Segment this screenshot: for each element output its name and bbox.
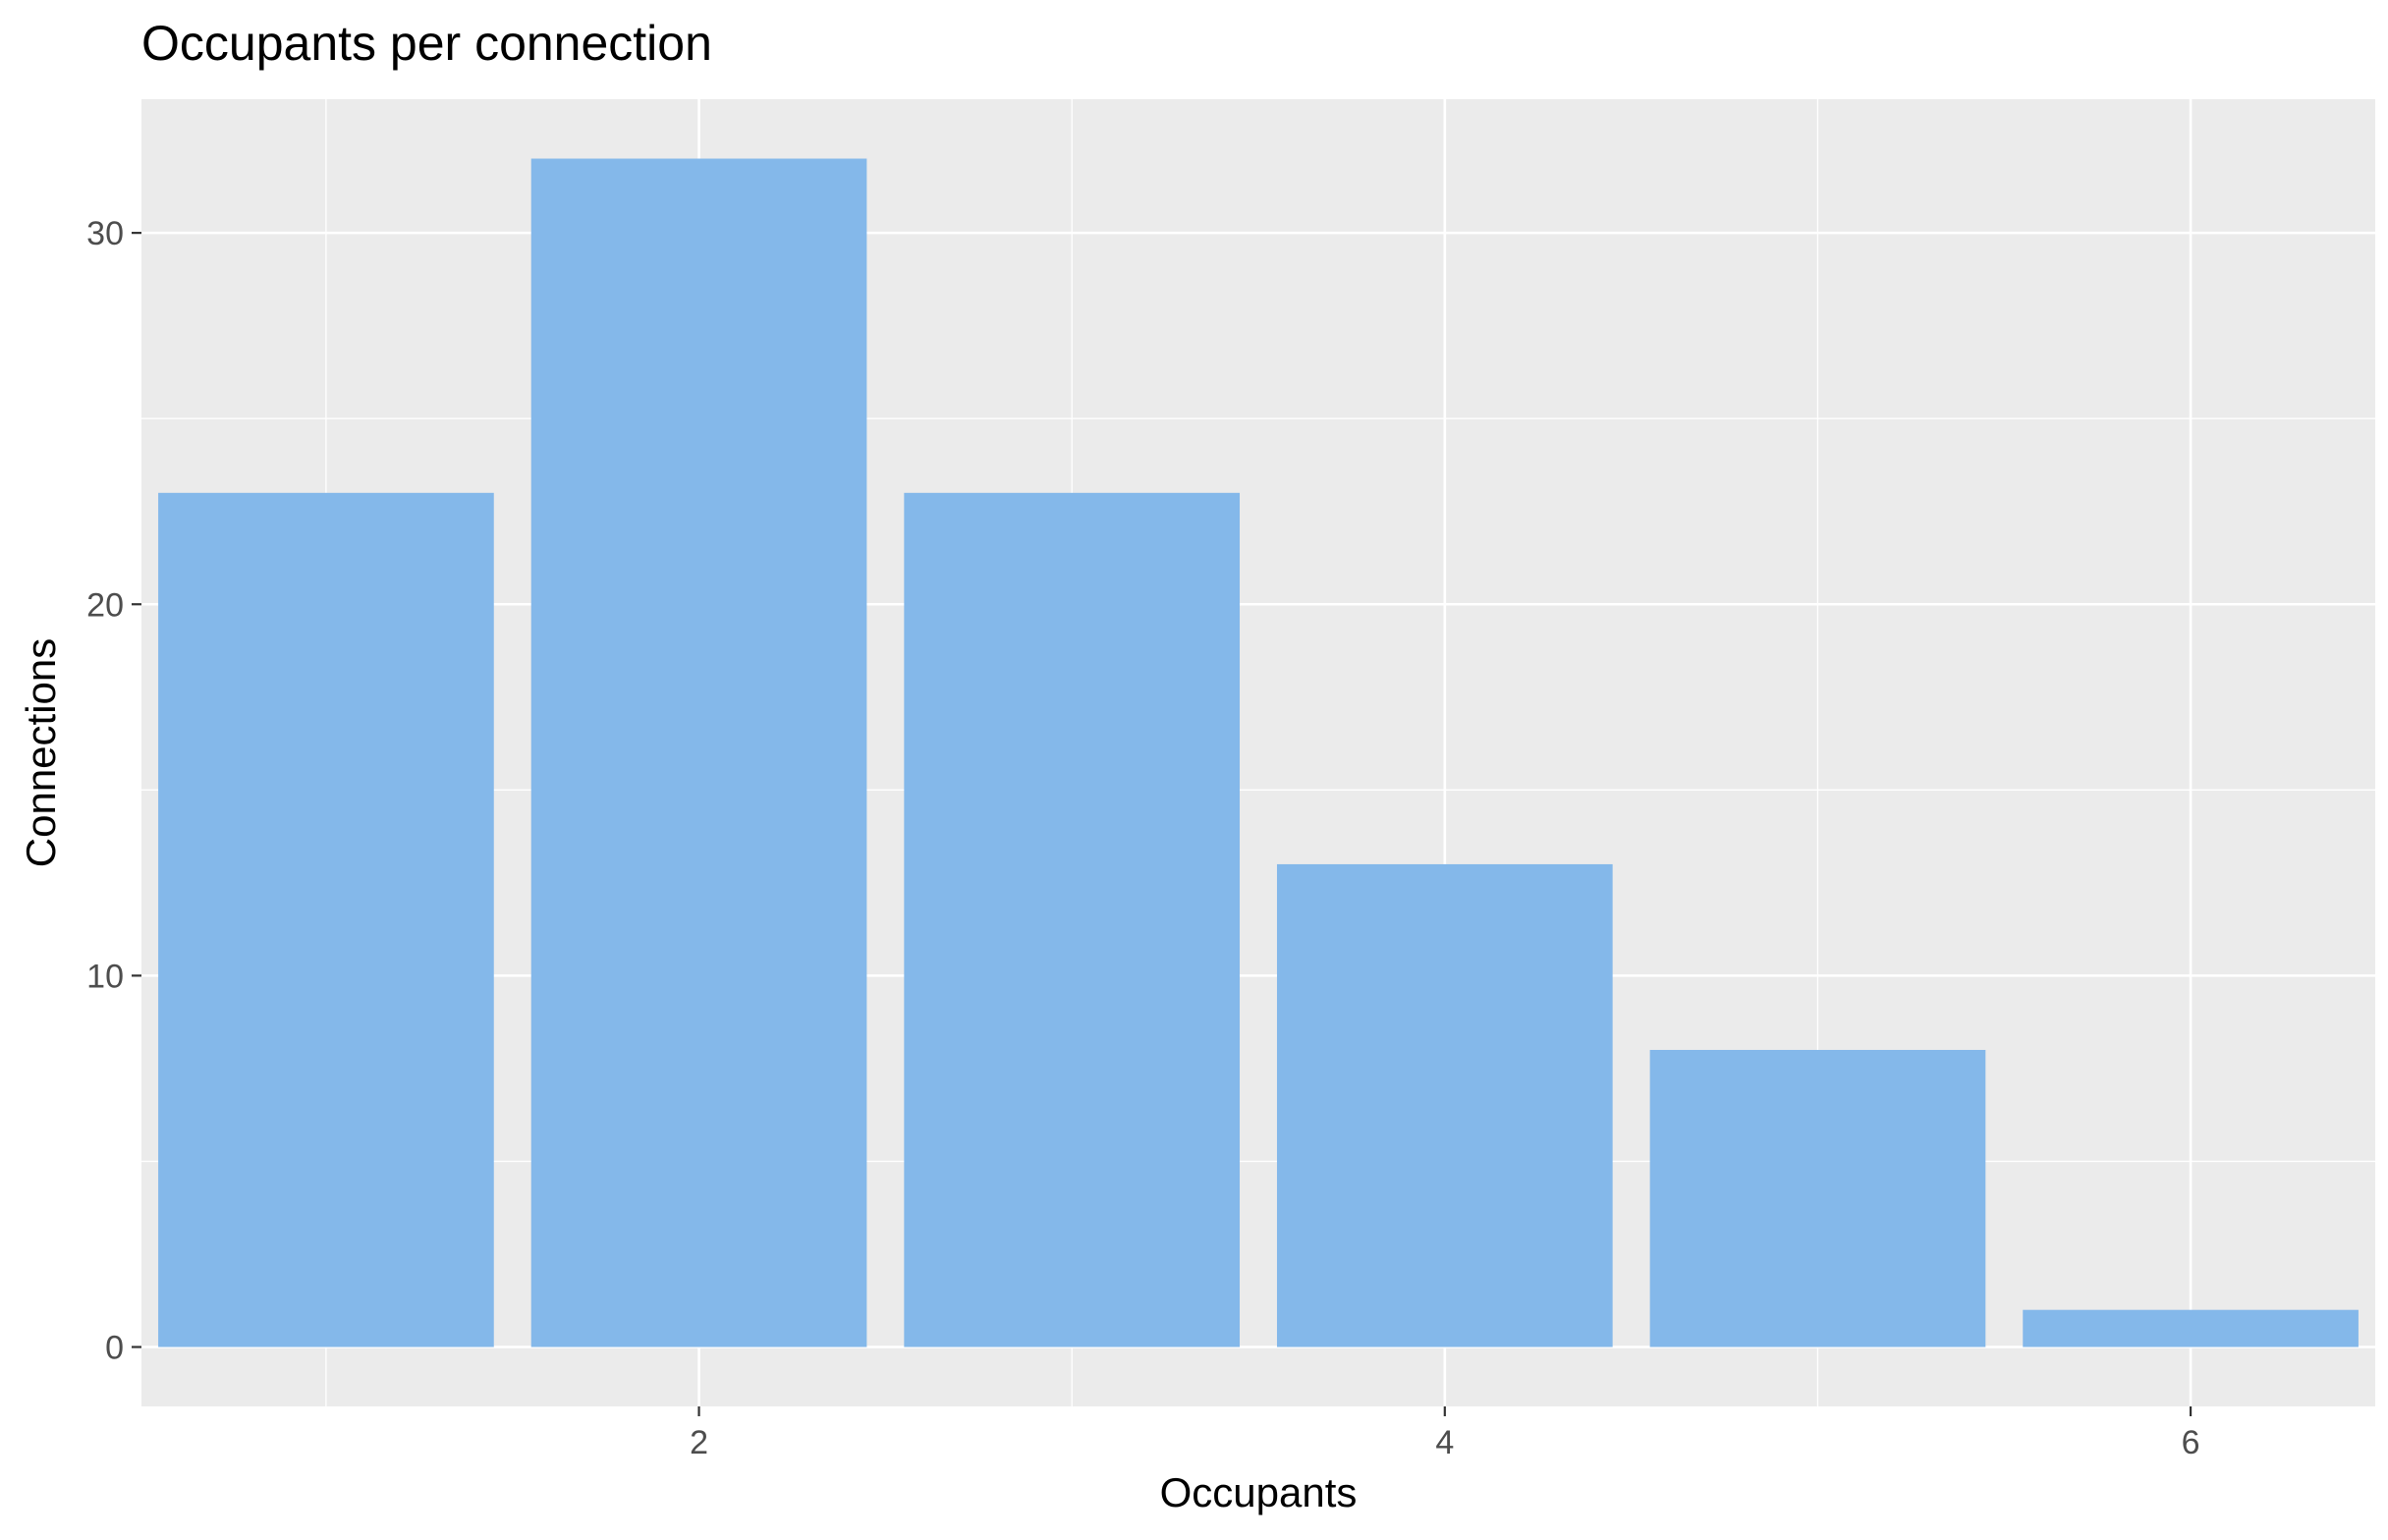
plot-panel: [141, 99, 2375, 1406]
bar-occupants-4: [1276, 863, 1613, 1348]
bar-occupants-1: [158, 492, 494, 1348]
x-axis: 2 4 6: [690, 1406, 2200, 1461]
bar-occupants-5: [1649, 1050, 1986, 1348]
y-tick-label: 10: [86, 958, 124, 995]
y-axis-title: Connections: [18, 638, 64, 867]
y-tick-label: 30: [86, 215, 124, 252]
bars: [158, 158, 2359, 1348]
y-tick-label: 0: [105, 1330, 124, 1367]
y-tick-label: 20: [86, 586, 124, 624]
chart-title: Occupants per connection: [141, 16, 712, 71]
bar-occupants-3: [904, 492, 1241, 1348]
bar-occupants-2: [530, 158, 867, 1348]
x-tick-label: 6: [2182, 1424, 2200, 1461]
y-axis: 0 10 20 30: [86, 215, 141, 1367]
bar-occupants-6: [2023, 1309, 2359, 1348]
x-tick-label: 4: [1435, 1424, 1454, 1461]
x-axis-title: Occupants: [1160, 1469, 1358, 1515]
x-tick-label: 2: [690, 1424, 708, 1461]
